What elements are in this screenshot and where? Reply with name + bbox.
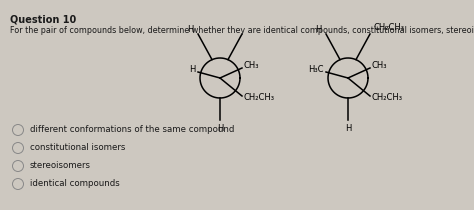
Text: different conformations of the same compound: different conformations of the same comp… bbox=[30, 126, 234, 134]
Circle shape bbox=[12, 160, 24, 172]
Text: CH₂CH₃: CH₂CH₃ bbox=[374, 24, 405, 33]
Text: identical compounds: identical compounds bbox=[30, 180, 120, 189]
Text: CH₂CH₃: CH₂CH₃ bbox=[244, 93, 275, 102]
Circle shape bbox=[12, 178, 24, 189]
Text: CH₃: CH₃ bbox=[372, 62, 388, 71]
Text: H₃C: H₃C bbox=[309, 66, 324, 75]
Text: CH₃: CH₃ bbox=[244, 62, 259, 71]
Text: H: H bbox=[217, 124, 223, 133]
Text: H: H bbox=[190, 66, 196, 75]
Text: H: H bbox=[188, 25, 194, 34]
Circle shape bbox=[12, 125, 24, 135]
Circle shape bbox=[12, 143, 24, 154]
Text: For the pair of compounds below, determine whether they are identical compounds,: For the pair of compounds below, determi… bbox=[10, 26, 474, 35]
Text: CH₂CH₃: CH₂CH₃ bbox=[372, 93, 403, 102]
Text: stereoisomers: stereoisomers bbox=[30, 161, 91, 171]
Text: H: H bbox=[345, 124, 351, 133]
Text: Question 10: Question 10 bbox=[10, 14, 76, 24]
Text: constitutional isomers: constitutional isomers bbox=[30, 143, 126, 152]
Text: H: H bbox=[316, 25, 322, 34]
